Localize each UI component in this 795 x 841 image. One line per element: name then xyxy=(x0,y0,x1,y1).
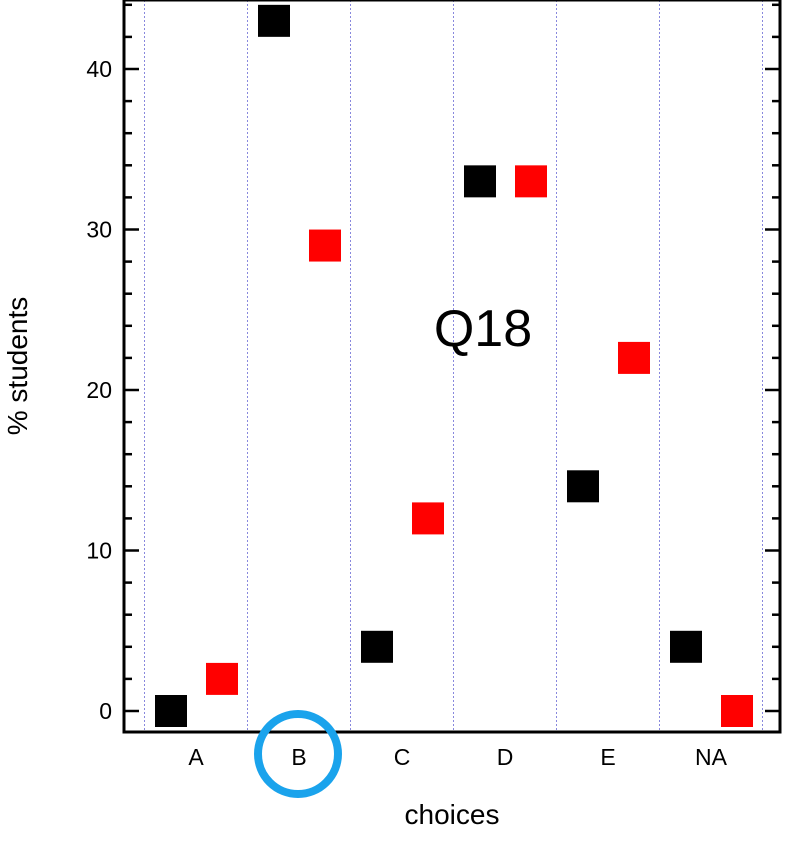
plot-frame xyxy=(122,0,782,734)
y-tick-label: 10 xyxy=(86,538,112,564)
vertical-gridlines xyxy=(144,0,763,732)
data-point-square xyxy=(155,695,187,727)
y-tick-label: 40 xyxy=(86,56,112,82)
data-point-square xyxy=(309,229,341,262)
y-axis-label: % students xyxy=(2,297,33,436)
data-point-square xyxy=(206,662,238,695)
data-point-square xyxy=(670,630,702,663)
data-point-square xyxy=(618,341,650,374)
data-point-square xyxy=(464,165,496,198)
chart-annotation: Q18 xyxy=(434,300,532,358)
x-tick-label: B xyxy=(291,744,306,770)
y-axis-ticks xyxy=(124,3,780,713)
x-tick-label: A xyxy=(188,744,204,770)
data-point-square xyxy=(515,165,547,198)
y-tick-label: 0 xyxy=(99,698,112,724)
x-tick-label: C xyxy=(394,744,411,770)
data-points xyxy=(155,4,753,727)
y-tick-label: 20 xyxy=(86,377,112,403)
x-axis-label: choices xyxy=(405,799,500,830)
x-tick-label: E xyxy=(600,744,615,770)
x-axis-tick-labels: A B C D E NA xyxy=(188,744,727,770)
data-point-square xyxy=(721,695,753,727)
data-point-square xyxy=(361,630,393,663)
data-point-square xyxy=(412,502,444,535)
highlight-circle xyxy=(254,710,342,798)
data-point-square xyxy=(258,4,290,37)
data-point-square xyxy=(567,470,599,503)
x-tick-label: NA xyxy=(695,744,728,770)
y-axis-tick-labels: 0 10 20 30 40 xyxy=(86,56,112,724)
y-tick-label: 30 xyxy=(86,217,112,243)
x-tick-label: D xyxy=(497,744,514,770)
